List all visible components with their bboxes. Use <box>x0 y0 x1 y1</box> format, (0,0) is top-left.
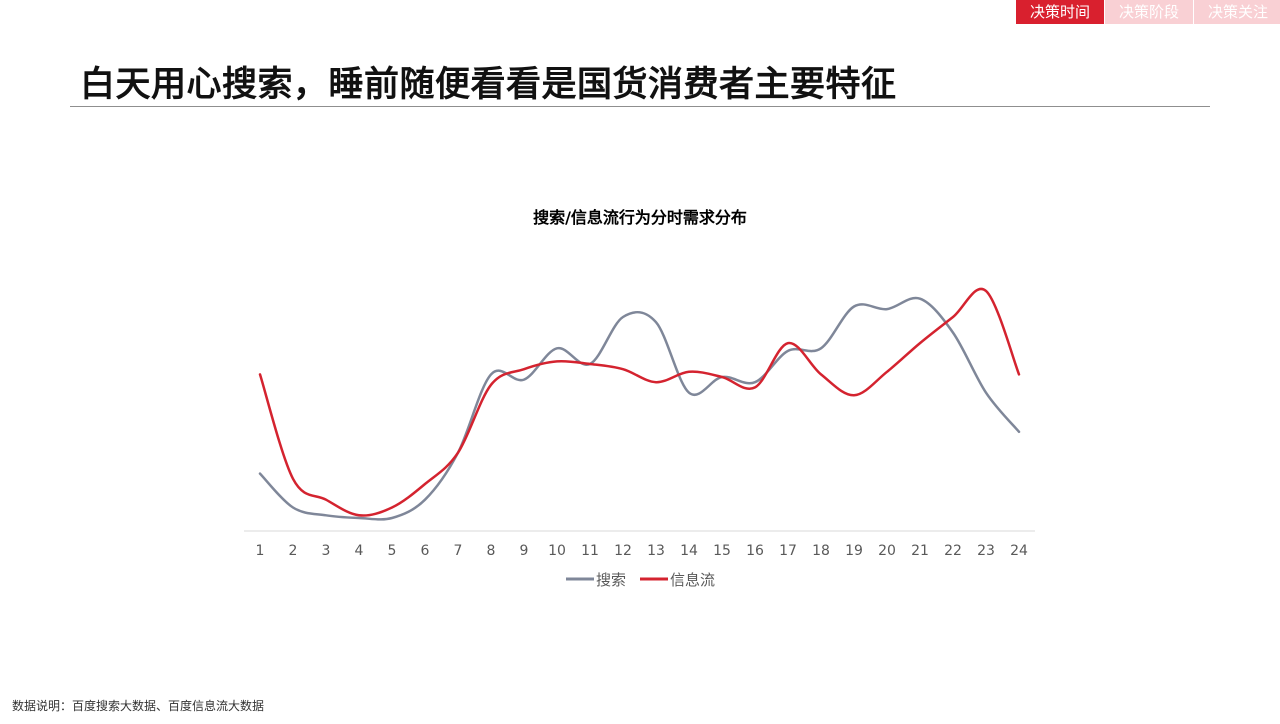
legend-label: 信息流 <box>670 571 715 589</box>
x-tick-label: 1 <box>256 543 265 559</box>
series-line-search <box>258 296 1021 521</box>
legend-label: 搜索 <box>596 571 626 589</box>
x-tick-label: 3 <box>322 543 331 559</box>
title-divider <box>70 106 1210 107</box>
x-tick-label: 15 <box>713 543 731 559</box>
x-tick-label: 16 <box>746 543 764 559</box>
x-tick-label: 8 <box>487 543 496 559</box>
tab-decision-stage[interactable]: 决策阶段 <box>1105 0 1193 24</box>
series-line-feed <box>258 287 1021 517</box>
chart-title: 搜索/信息流行为分时需求分布 <box>533 208 747 227</box>
x-tick-label: 11 <box>581 543 599 559</box>
x-tick-label: 2 <box>289 543 298 559</box>
x-tick-label: 7 <box>454 543 463 559</box>
tab-bar: 决策时间 决策阶段 决策关注 <box>1016 0 1280 24</box>
x-tick-label: 24 <box>1010 543 1028 559</box>
x-tick-label: 5 <box>388 543 397 559</box>
tab-decision-time[interactable]: 决策时间 <box>1016 0 1104 24</box>
data-source-note: 数据说明：百度搜索大数据、百度信息流大数据 <box>12 699 265 713</box>
tab-decision-focus[interactable]: 决策关注 <box>1194 0 1280 24</box>
x-tick-label: 20 <box>878 543 896 559</box>
x-tick-label: 19 <box>845 543 863 559</box>
x-tick-label: 6 <box>421 543 430 559</box>
x-tick-label: 22 <box>944 543 962 559</box>
x-tick-label: 14 <box>680 543 698 559</box>
x-tick-label: 13 <box>647 543 665 559</box>
x-tick-labels: 1 2 3 4 5 6 7 8 9 10 11 12 13 14 15 16 17 18 19 20 21 22 23 24 <box>256 543 1028 559</box>
x-tick-label: 4 <box>355 543 364 559</box>
x-tick-label: 21 <box>911 543 929 559</box>
x-tick-label: 17 <box>779 543 797 559</box>
page-title: 白天用心搜索，睡前随便看看是国货消费者主要特征 <box>80 65 897 105</box>
x-tick-label: 23 <box>977 543 995 559</box>
series-lines <box>258 287 1021 521</box>
x-tick-label: 18 <box>812 543 830 559</box>
x-tick-label: 9 <box>520 543 529 559</box>
x-tick-label: 12 <box>614 543 632 559</box>
chart-legend: 搜索 信息流 <box>566 571 715 589</box>
x-tick-label: 10 <box>548 543 566 559</box>
